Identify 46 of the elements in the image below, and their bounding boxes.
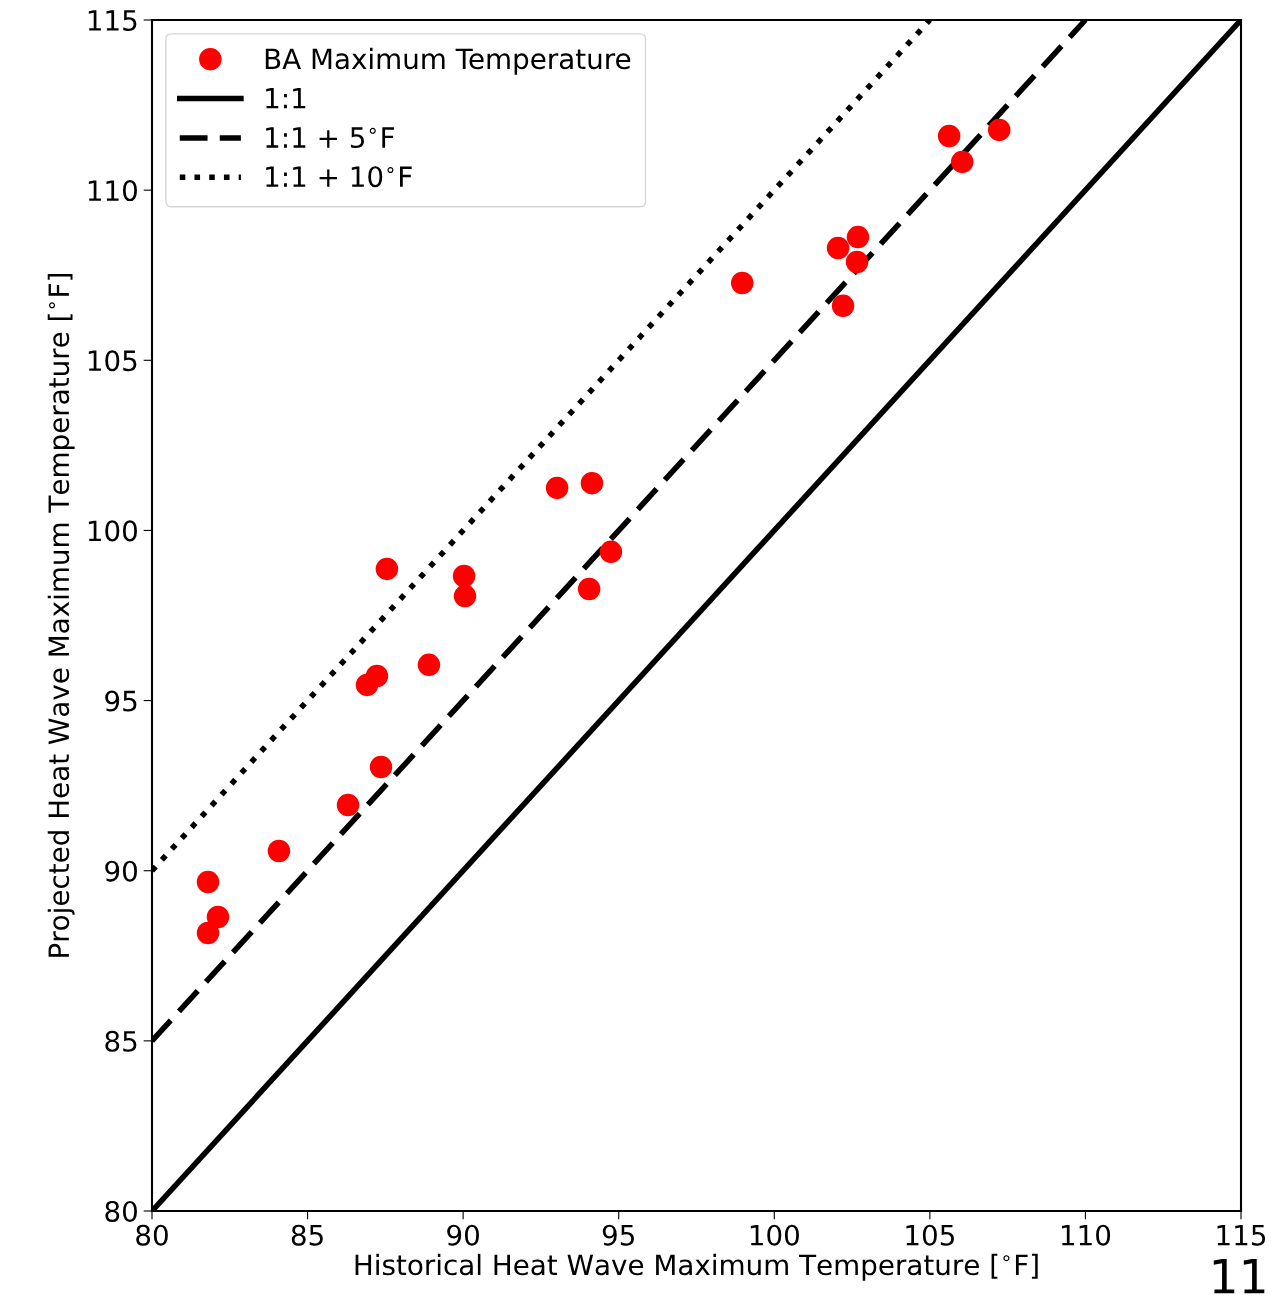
y-tick-label: 105 (88, 350, 137, 372)
y-tick-label: 95 (105, 690, 137, 712)
point (369, 755, 393, 779)
y-tick-label: 80 (105, 1200, 137, 1222)
x-tick-label: 110 (1061, 1224, 1111, 1246)
text: 11 (1213, 1258, 1265, 1294)
point (452, 564, 476, 588)
legend-label: 1:1 (266, 88, 306, 109)
point (599, 540, 623, 564)
point (845, 250, 869, 274)
x-tick-label: 80 (136, 1224, 168, 1246)
legend-label: 1:1 + 5$^{∘}$F (266, 127, 394, 149)
point (365, 664, 389, 688)
x-tick-label: 105 (906, 1224, 954, 1246)
y-axis-title: Projected Heat Wave Maximum Temperature [$^{∘}$F] (47, 273, 75, 957)
point (577, 577, 601, 601)
point (730, 271, 754, 295)
point (375, 557, 399, 581)
point (831, 294, 855, 318)
point (417, 653, 441, 677)
point (453, 584, 477, 608)
point (336, 793, 360, 817)
legend-label: BA Maximum Temperature (265, 47, 631, 75)
x-tick-label: 100 (750, 1224, 799, 1246)
legend-label: 1:1 + 10$^{∘}$F (266, 166, 412, 188)
point (937, 124, 961, 148)
y-tick-label: 90 (105, 860, 137, 882)
point (846, 225, 870, 249)
point (950, 150, 974, 174)
x-tick-label: 115 (1217, 1225, 1266, 1246)
x-tick-label: 90 (447, 1224, 479, 1246)
x-tick-label: 95 (602, 1224, 634, 1246)
point (580, 471, 604, 495)
y-tick-label: 100 (88, 520, 137, 542)
point (196, 921, 220, 945)
y-tick-label: 110 (88, 180, 137, 202)
y-tick-label: 85 (105, 1030, 137, 1052)
y-tick-label: 115 (88, 10, 137, 31)
point (206, 905, 230, 929)
point (987, 118, 1011, 142)
point (826, 236, 850, 260)
x-axis-title: Historical Heat Wave Maximum Temperature [$^{∘}$F] (355, 1253, 1038, 1281)
point (545, 476, 569, 500)
point (267, 839, 291, 863)
point (196, 870, 220, 894)
x-tick-label: 85 (291, 1224, 323, 1246)
